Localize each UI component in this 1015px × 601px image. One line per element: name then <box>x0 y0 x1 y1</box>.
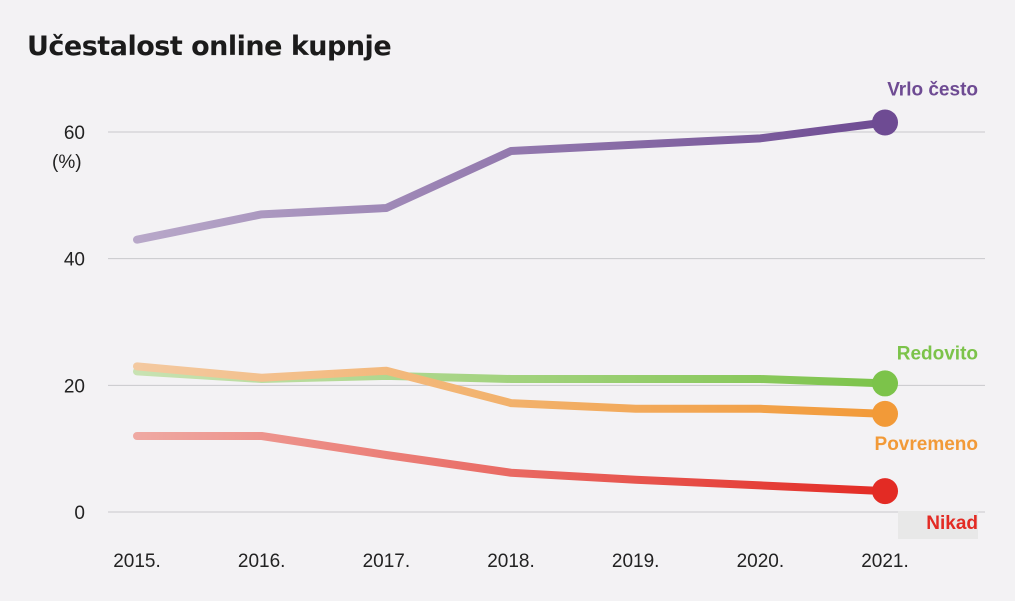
x-tick-label: 2021. <box>861 551 909 572</box>
y-axis: 0 20 40 60 <box>64 123 85 524</box>
series-labels: Vrlo često Redovito Povremeno Nikad <box>875 80 978 535</box>
series-label: Nikad <box>926 513 978 534</box>
series-end-marker <box>872 109 899 136</box>
x-tick-label: 2015. <box>113 551 161 572</box>
y-gridlines <box>108 131 985 513</box>
series-end-marker <box>872 370 899 397</box>
label-backdrop <box>898 511 978 539</box>
series-lines <box>133 109 899 505</box>
x-tick-label: 2017. <box>363 551 411 572</box>
x-tick-label: 2018. <box>487 551 535 572</box>
series-label: Povremeno <box>875 434 978 455</box>
x-tick-label: 2019. <box>612 551 660 572</box>
y-tick-label: 60 <box>64 123 85 144</box>
series-end-marker <box>872 478 899 505</box>
y-tick-label: 20 <box>64 376 85 397</box>
y-tick-label: 40 <box>64 250 85 271</box>
x-tick-label: 2016. <box>238 551 286 572</box>
y-unit-label: (%) <box>52 152 82 173</box>
x-axis: 2015. 2016. 2017. 2018. 2019. 2020. 2021. <box>113 551 909 572</box>
series-line <box>133 432 890 496</box>
series-line <box>133 118 890 244</box>
x-tick-label: 2020. <box>737 551 785 572</box>
series-label: Redovito <box>897 343 978 364</box>
chart-title: Učestalost online kupnje <box>27 31 391 62</box>
y-tick-label: 0 <box>74 503 85 524</box>
series-end-marker <box>872 400 899 427</box>
series-label: Vrlo često <box>887 80 978 101</box>
series-line <box>133 362 890 418</box>
